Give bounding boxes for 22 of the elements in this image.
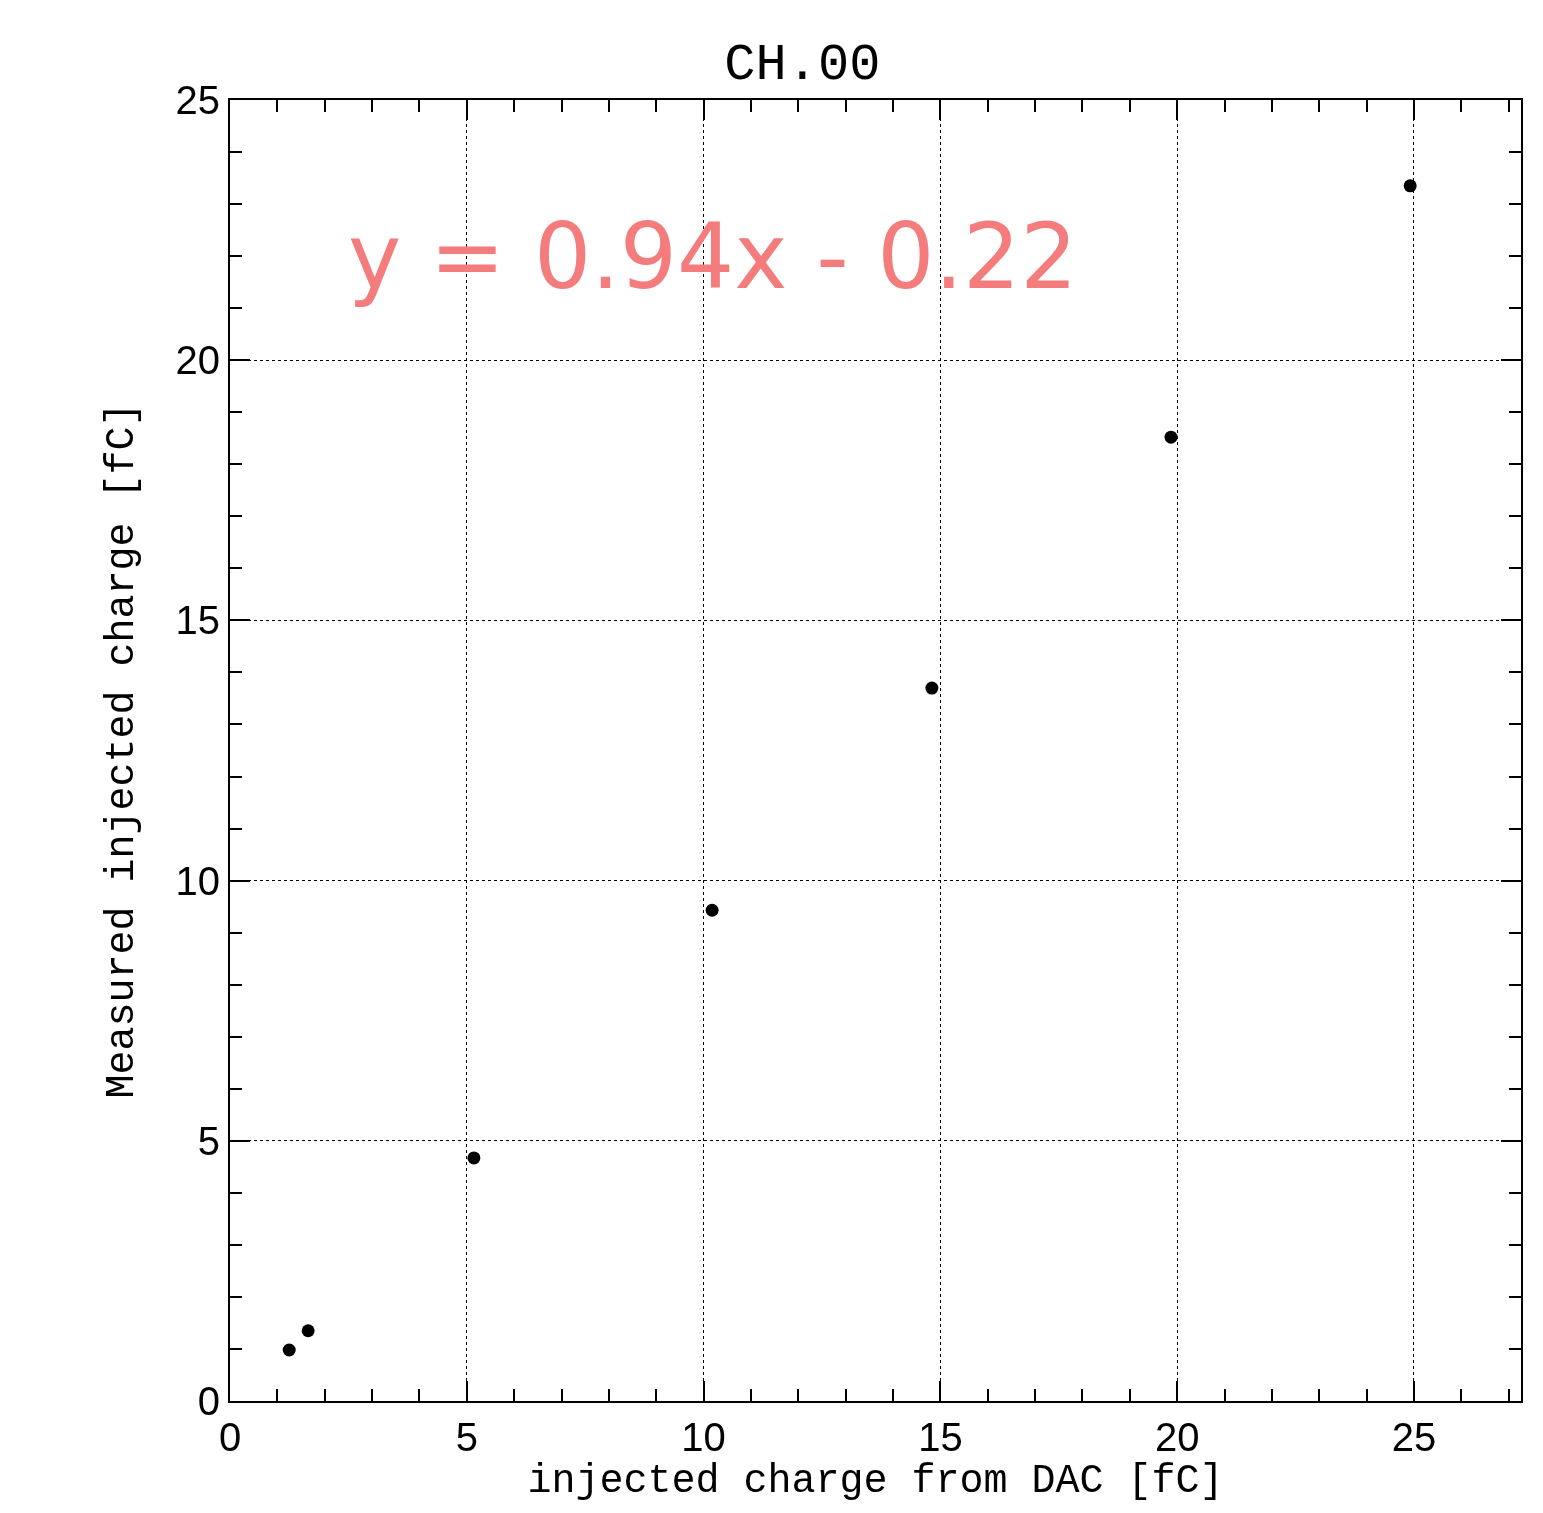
- point: [301, 1324, 315, 1338]
- point: [1403, 179, 1417, 193]
- y-tick-label: 25: [175, 78, 220, 122]
- y-tick-label: 10: [175, 858, 220, 903]
- x-tick-label: 5: [455, 1415, 478, 1459]
- y-axis-title: Measured injected charge [fC]: [99, 402, 145, 1099]
- annotation: y = 0.94x - 0.22: [348, 204, 1078, 309]
- y-tick-label: 15: [175, 598, 220, 643]
- point: [282, 1343, 296, 1357]
- y-tick-label: 0: [197, 1379, 220, 1423]
- x-tick-label: 15: [918, 1415, 963, 1459]
- chart-title: CH.00: [724, 35, 881, 95]
- y-tick-label: 5: [197, 1118, 220, 1163]
- point: [925, 681, 939, 695]
- x-tick-label: 25: [1391, 1415, 1437, 1459]
- point: [467, 1151, 481, 1165]
- y-tick-label: 20: [175, 338, 220, 383]
- x-tick-label: 20: [1154, 1415, 1200, 1459]
- point: [1164, 430, 1178, 444]
- x-tick-label: 10: [681, 1415, 726, 1459]
- point: [705, 903, 719, 917]
- x-axis-title: injected charge from DAC [fC]: [527, 1459, 1224, 1504]
